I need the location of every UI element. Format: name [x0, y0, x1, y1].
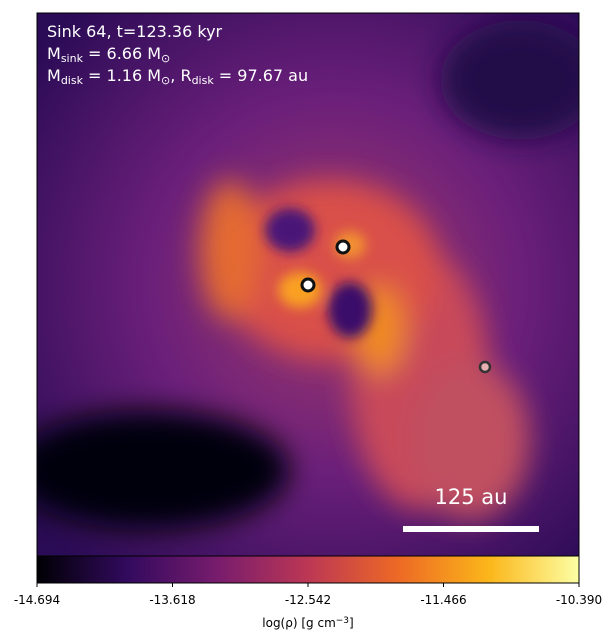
text-part: M	[47, 44, 61, 63]
text-part: log(ρ) [g cm	[262, 616, 336, 630]
text-part: = 6.66 M	[83, 44, 161, 63]
text-part: = 1.16 M	[83, 66, 161, 85]
text-part: , R	[170, 66, 191, 85]
tick-label: -11.466	[420, 593, 466, 607]
subscript: sink	[61, 52, 84, 65]
subscript: disk	[61, 74, 84, 87]
annotation-line: Sink 64, t=123.36 kyr	[47, 22, 223, 41]
scale-bar-label: 125 au	[435, 485, 508, 509]
subscript: ⊙	[161, 52, 170, 65]
tick-label: -13.618	[149, 593, 195, 607]
superscript: −3	[336, 616, 349, 626]
text-part: ]	[349, 616, 354, 630]
subscript: ⊙	[161, 74, 170, 87]
colorbar	[36, 555, 580, 584]
tick-label: -12.542	[285, 593, 331, 607]
colorbar-axis: -14.694 -13.618 -12.542 -11.466 -10.390 log(ρ…	[14, 583, 602, 630]
tick-label: -14.694	[14, 593, 60, 607]
density-map	[37, 13, 579, 556]
tick-label: -10.390	[556, 593, 602, 607]
colorbar-label: log(ρ) [g cm−3]	[262, 616, 353, 630]
subscript: disk	[192, 74, 215, 87]
text-part: = 97.67 au	[214, 66, 308, 85]
text-part: Sink 64, t=123.36 kyr	[47, 22, 223, 41]
text-part: M	[47, 66, 61, 85]
annotation-line: Mdisk = 1.16 M⊙, Rdisk = 97.67 au	[47, 66, 308, 87]
annotation-line: Msink = 6.66 M⊙	[47, 44, 170, 65]
